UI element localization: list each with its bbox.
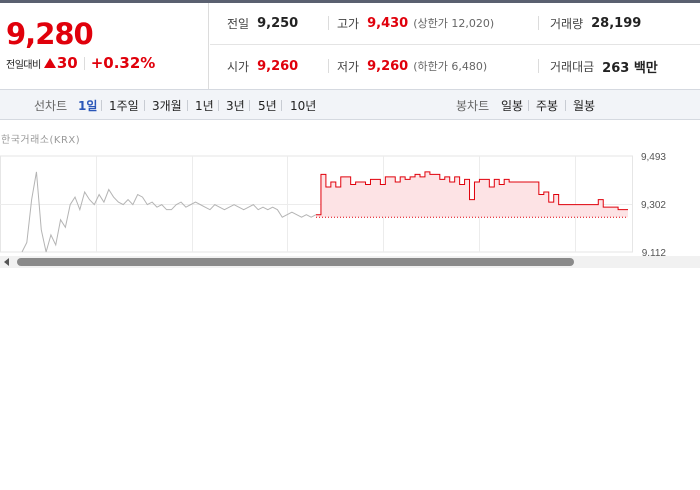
open-value: 9,260: [257, 58, 299, 74]
amount-value: 263 백만: [602, 60, 658, 76]
chart-svg: 9,493 9,302 9,112: [0, 152, 667, 258]
stat-divider: [538, 59, 539, 73]
tab-monthly-candle[interactable]: 월봉: [573, 99, 596, 113]
low-value: 9,260: [367, 58, 409, 74]
tab-1week[interactable]: 1주일: [109, 99, 139, 113]
price-change: 전일대비 30 +0.32%: [6, 54, 155, 72]
lower-limit: (하한가 6,480): [413, 60, 488, 73]
stat-volume: 거래량 28,199: [550, 13, 641, 33]
price-box: 9,280 전일대비 30 +0.32%: [0, 3, 209, 89]
tab-divider: [101, 100, 102, 111]
amount-label: 거래대금: [550, 59, 595, 74]
volume-label: 거래량: [550, 16, 584, 31]
tab-weekly-candle[interactable]: 주봉: [536, 99, 559, 113]
series-area-current: [316, 171, 628, 218]
stat-open: 시가 9,260: [227, 56, 298, 76]
data-source-label: 한국거래소(KRX): [1, 135, 81, 146]
tab-daily-candle[interactable]: 일봉: [501, 99, 524, 113]
stat-divider: [328, 59, 329, 73]
scroll-left-arrow-icon[interactable]: [4, 258, 9, 266]
tab-divider: [218, 100, 219, 111]
stat-low: 저가 9,260 (하한가 6,480): [337, 56, 487, 76]
upper-limit: (상한가 12,020): [413, 17, 495, 30]
series-line-current: [316, 171, 628, 216]
chart-period-tabbar: 선차트 1일 1주일 3개월 1년 3년 5년 10년 봉차트 일봉 주봉 월봉: [0, 89, 700, 120]
tab-divider: [249, 100, 250, 111]
open-label: 시가: [227, 59, 250, 74]
change-percent: +0.32%: [90, 54, 156, 72]
change-value: 30: [56, 54, 78, 72]
tab-5year[interactable]: 5년: [258, 99, 277, 113]
tab-1year[interactable]: 1년: [195, 99, 214, 113]
series-line-prior: [21, 171, 317, 253]
volume-value: 28,199: [591, 15, 642, 31]
up-triangle-icon: [43, 58, 56, 68]
change-divider: [83, 56, 85, 70]
tab-divider: [187, 100, 188, 111]
stat-prev-close: 전일 9,250: [227, 13, 298, 33]
y-tick-label: 9,493: [641, 152, 666, 163]
chart-scrollbar[interactable]: [0, 256, 700, 268]
high-value: 9,430: [367, 15, 409, 31]
top-rule: [0, 0, 700, 3]
stats-panel: 전일 9,250 고가 9,430 (상한가 12,020) 거래량 28,19…: [210, 3, 700, 89]
tab-divider: [281, 100, 282, 111]
line-chart-label: 선차트: [34, 99, 68, 113]
y-tick-label: 9,302: [641, 200, 666, 211]
tab-3year[interactable]: 3년: [226, 99, 245, 113]
tab-10year[interactable]: 10년: [290, 99, 317, 113]
current-price: 9,280: [6, 17, 94, 51]
intraday-chart: 9,493 9,302 9,112: [0, 150, 700, 258]
tab-1day[interactable]: 1일: [78, 99, 98, 113]
stat-divider: [538, 16, 539, 30]
stat-high: 고가 9,430 (상한가 12,020): [337, 13, 494, 33]
high-label: 고가: [337, 16, 360, 31]
prev-close-label: 전일: [227, 16, 250, 31]
prev-close-value: 9,250: [257, 15, 299, 31]
candle-chart-label: 봉차트: [456, 99, 490, 113]
tab-divider: [528, 100, 529, 111]
y-tick-label: 9,112: [642, 248, 667, 258]
stat-divider: [328, 16, 329, 30]
stat-amount: 거래대금 263 백만: [550, 56, 658, 76]
tab-divider: [144, 100, 145, 111]
tab-divider: [565, 100, 566, 111]
low-label: 저가: [337, 59, 360, 74]
tab-3month[interactable]: 3개월: [152, 99, 182, 113]
stats-row-divider: [210, 44, 700, 45]
change-label: 전일대비: [6, 59, 41, 71]
scrollbar-thumb[interactable]: [17, 258, 574, 266]
